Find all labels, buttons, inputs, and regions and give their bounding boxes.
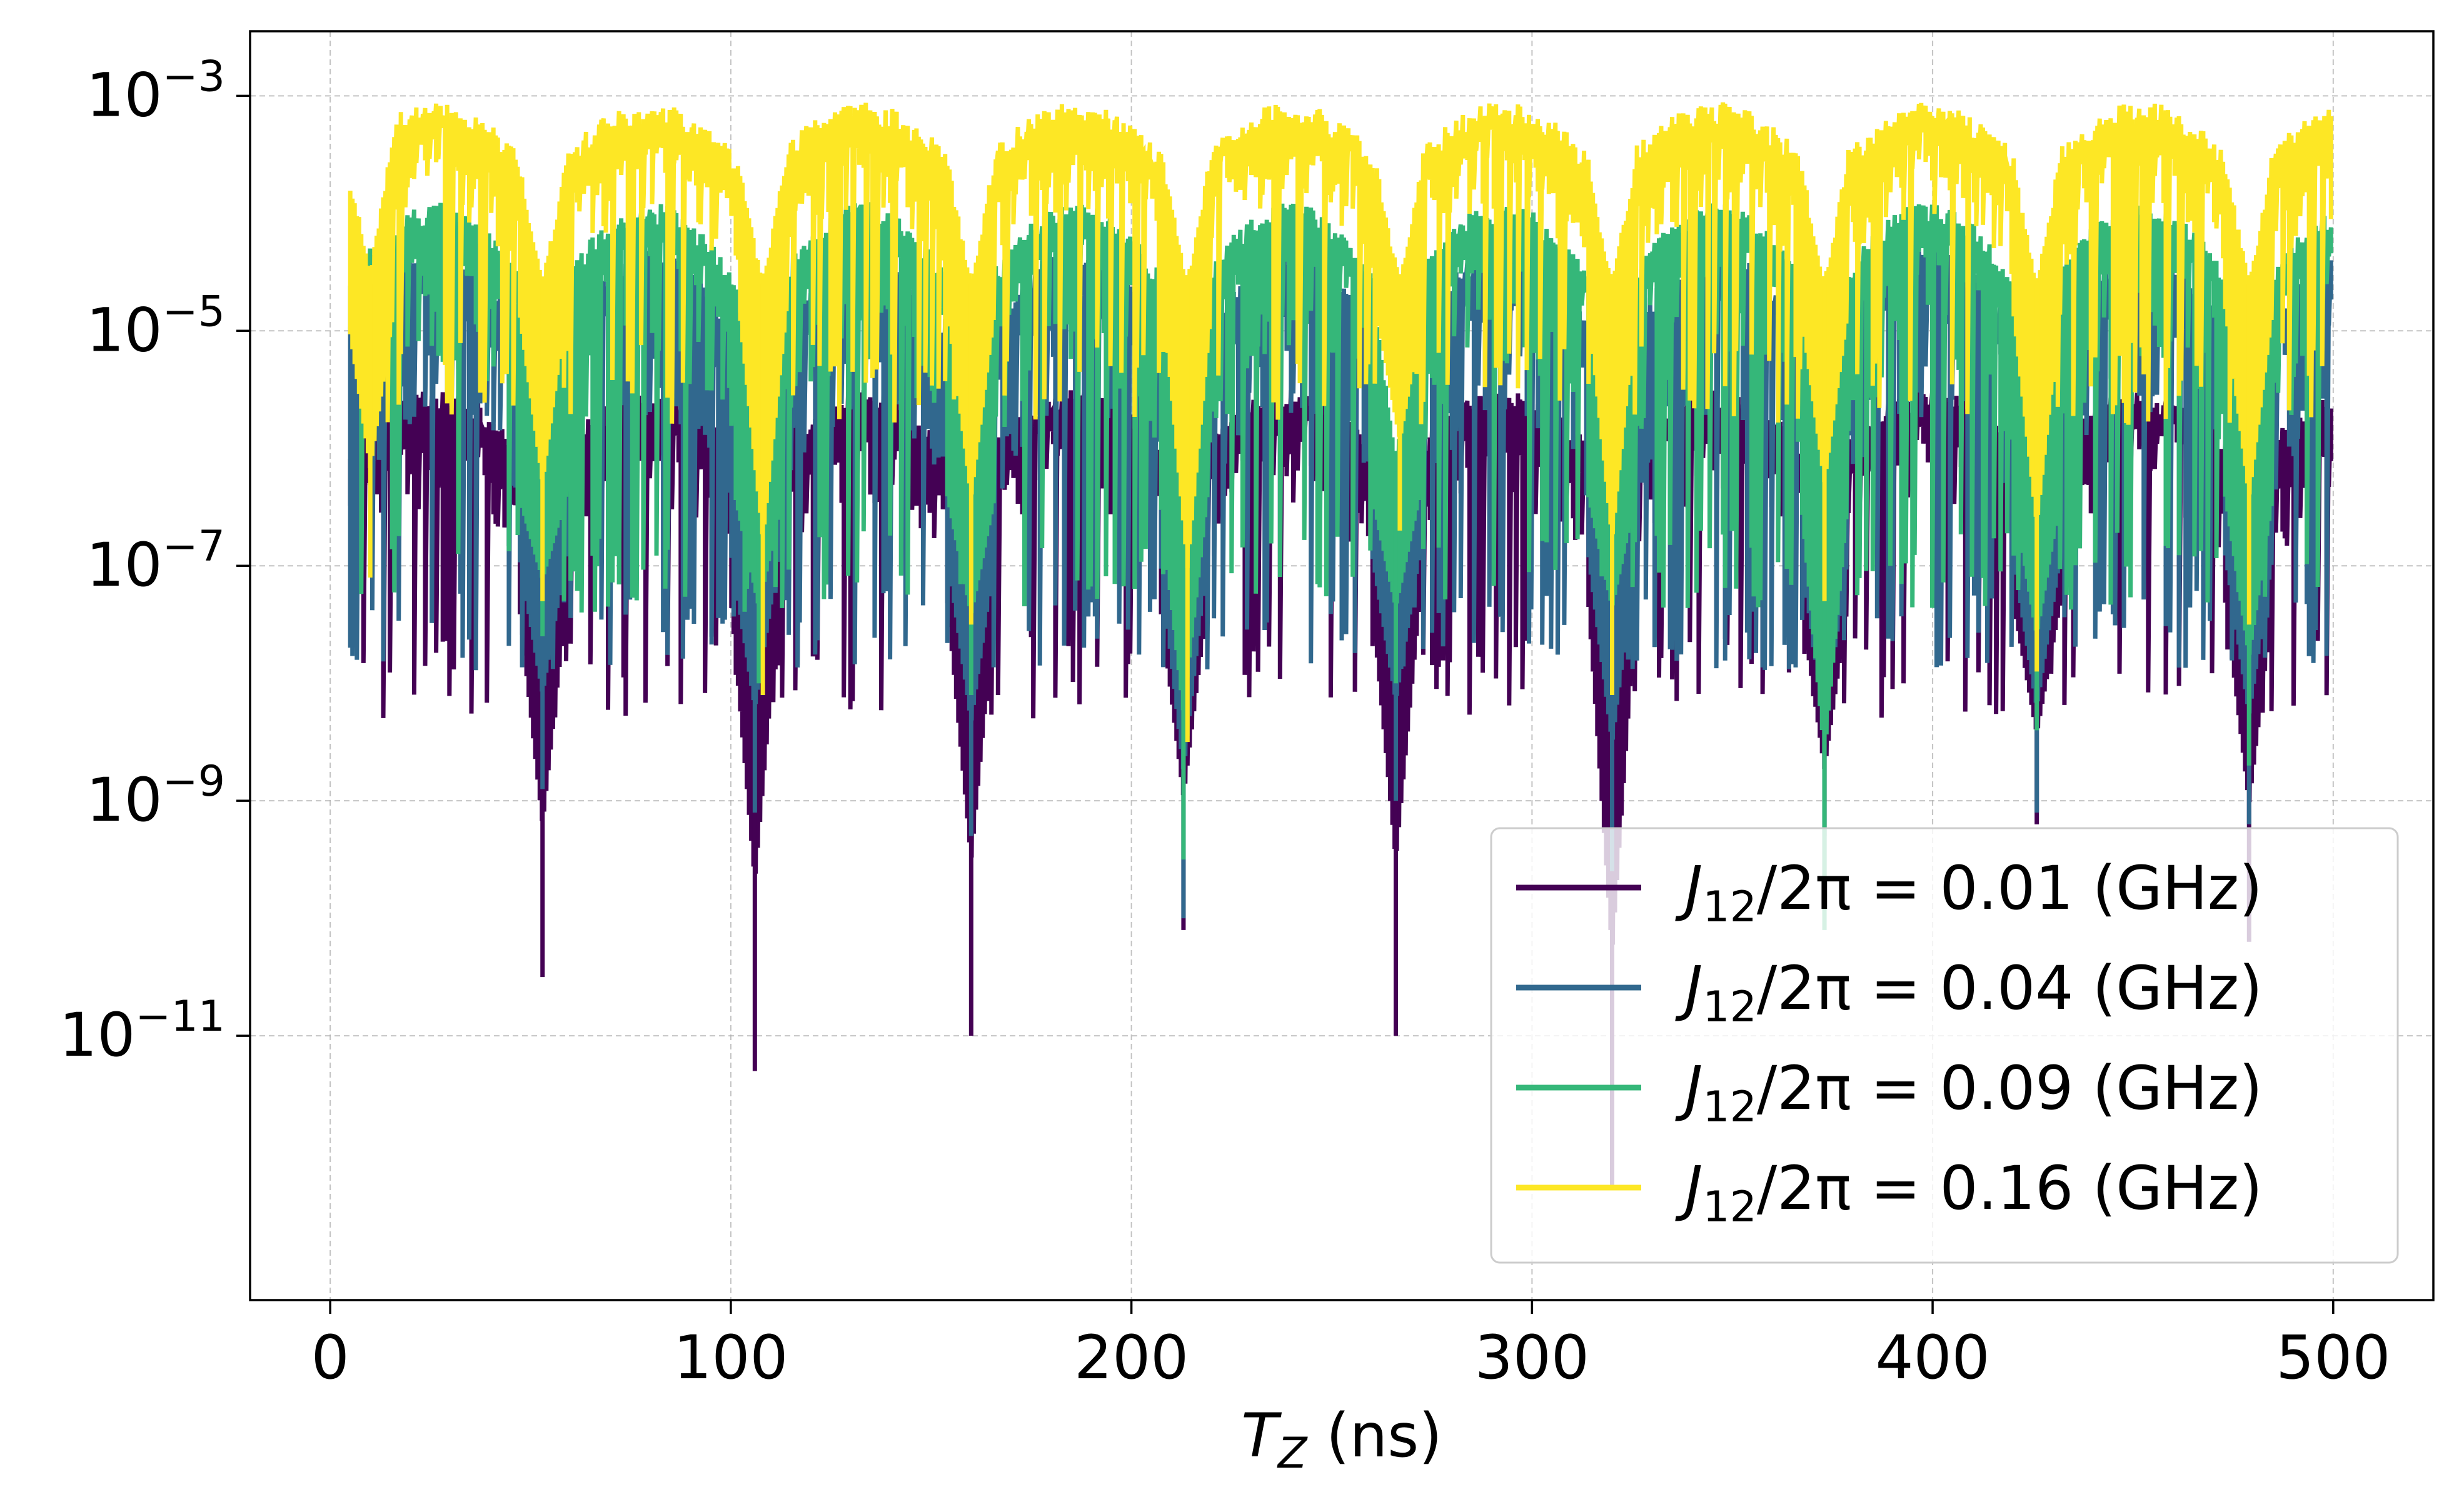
- y-tick-label: 10−3: [86, 52, 225, 130]
- x-tick-label: 100: [673, 1323, 788, 1393]
- y-tick-label: 10−9: [86, 757, 225, 835]
- y-axis-ticks: 10−3 10−5 10−7 10−9 10−11: [59, 52, 250, 1070]
- x-tick-label: 300: [1475, 1323, 1589, 1393]
- y-tick-label: 10−5: [86, 287, 225, 365]
- series-line-3: [348, 202, 2333, 754]
- axes-frame: [249, 30, 2435, 1301]
- y-tick-label: 10−11: [59, 992, 225, 1070]
- y-tick-label: 10−7: [86, 522, 225, 600]
- x-axis-ticks: 0 100 200 300 400 500: [311, 1300, 2390, 1393]
- legend-label: J12/2π = 0.16 (GHz): [1675, 1153, 2263, 1232]
- plot-series: [348, 102, 2333, 1189]
- legend-label: J12/2π = 0.01 (GHz): [1675, 853, 2263, 932]
- x-tick-label: 500: [2276, 1323, 2390, 1393]
- x-axis-label: TZ (ns): [1241, 1401, 1442, 1478]
- series-line-4: [348, 102, 2333, 569]
- legend-label: J12/2π = 0.04 (GHz): [1675, 953, 2263, 1032]
- legend: J12/2π = 0.01 (GHz) J12/2π = 0.04 (GHz) J1…: [1490, 827, 2399, 1264]
- legend-box: [1490, 827, 2399, 1264]
- x-tick-label: 400: [1875, 1323, 1989, 1393]
- legend-label: J12/2π = 0.09 (GHz): [1675, 1053, 2263, 1132]
- x-tick-label: 0: [311, 1323, 349, 1393]
- x-tick-label: 200: [1074, 1323, 1189, 1393]
